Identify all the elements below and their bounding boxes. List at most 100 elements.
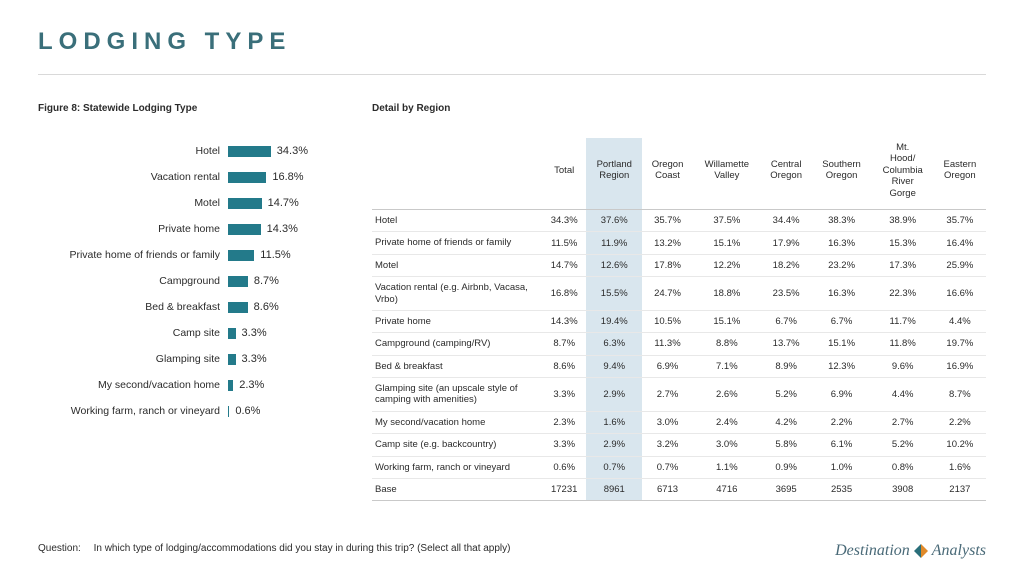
table-cell: 3.2% [642,434,693,456]
table-cell: 2.6% [693,378,761,412]
table-cell: 37.6% [586,209,642,231]
table-cell: 2.9% [586,378,642,412]
bar [228,406,229,417]
brand-word-2: Analysts [932,542,986,560]
bar [228,198,262,209]
table-row: Motel14.7%12.6%17.8%12.2%18.2%23.2%17.3%… [372,254,986,276]
chart-title: Figure 8: Statewide Lodging Type [38,103,348,114]
table-cell: 13.2% [642,232,693,254]
bar-value: 14.3% [267,223,298,235]
bar-label: Campground [38,275,228,287]
bar-value: 8.7% [254,275,279,287]
table-cell: 22.3% [872,277,934,311]
table-cell: 2.2% [812,411,872,433]
table-cell: Glamping site (an upscale style of campi… [372,378,542,412]
table-row: Bed & breakfast8.6%9.4%6.9%7.1%8.9%12.3%… [372,355,986,377]
bar-value: 2.3% [239,379,264,391]
table-row: Base172318961671347163695253539082137 [372,479,986,501]
bar-label: Hotel [38,145,228,157]
table-cell: 6.7% [761,310,812,332]
table-cell: 16.3% [812,232,872,254]
table-cell: 34.3% [542,209,586,231]
bar-track: 3.3% [228,353,308,365]
brand-logo: Destination Analysts [835,542,986,560]
table-cell: 2.2% [934,411,986,433]
table-title: Detail by Region [372,103,986,114]
table-cell: 2535 [812,479,872,501]
bar-label: Bed & breakfast [38,301,228,313]
content: Figure 8: Statewide Lodging Type Hotel34… [0,75,1024,501]
table-header [372,138,542,209]
table-cell: 5.2% [872,434,934,456]
table-cell: Working farm, ranch or vineyard [372,456,542,478]
table-cell: 4716 [693,479,761,501]
table-cell: 1.1% [693,456,761,478]
table-header: EasternOregon [934,138,986,209]
table-cell: 17.8% [642,254,693,276]
bar-value: 14.7% [268,197,299,209]
table-cell: 16.4% [934,232,986,254]
table-cell: 6713 [642,479,693,501]
table-cell: 18.8% [693,277,761,311]
table-header: OregonCoast [642,138,693,209]
table-cell: 10.2% [934,434,986,456]
table-cell: Private home [372,310,542,332]
bar-value: 16.8% [272,171,303,183]
table-cell: 1.6% [934,456,986,478]
table-cell: 16.6% [934,277,986,311]
bar-value: 0.6% [235,405,260,417]
bar-track: 3.3% [228,327,308,339]
table-cell: 15.5% [586,277,642,311]
bar [228,380,233,391]
table-cell: 2137 [934,479,986,501]
bar-label: Motel [38,197,228,209]
table-cell: 11.7% [872,310,934,332]
bar [228,146,271,157]
bar [228,302,248,313]
table-row: My second/vacation home2.3%1.6%3.0%2.4%4… [372,411,986,433]
table-cell: 18.2% [761,254,812,276]
table-cell: Campground (camping/RV) [372,333,542,355]
table-cell: 16.3% [812,277,872,311]
table-cell: 38.3% [812,209,872,231]
table-cell: 12.3% [812,355,872,377]
table-cell: 19.4% [586,310,642,332]
table-row: Hotel34.3%37.6%35.7%37.5%34.4%38.3%38.9%… [372,209,986,231]
table-cell: 2.9% [586,434,642,456]
table-cell: 16.9% [934,355,986,377]
table-row: Glamping site (an upscale style of campi… [372,378,986,412]
table-cell: 8.6% [542,355,586,377]
bar-row: Campground 8.7% [38,268,348,294]
question-line: Question: In which type of lodging/accom… [38,543,510,554]
table-cell: 4.2% [761,411,812,433]
bar [228,276,248,287]
bar [228,250,254,261]
table-row: Campground (camping/RV)8.7%6.3%11.3%8.8%… [372,333,986,355]
table-cell: 14.3% [542,310,586,332]
table-cell: Private home of friends or family [372,232,542,254]
table-cell: 8.9% [761,355,812,377]
table-cell: 11.3% [642,333,693,355]
bar-row: Private home of friends or family11.5% [38,242,348,268]
table-cell: 3.0% [693,434,761,456]
table-cell: 5.8% [761,434,812,456]
page-title: LODGING TYPE [0,0,1024,74]
table-cell: 23.2% [812,254,872,276]
bar-track: 34.3% [228,145,308,157]
table-cell: 0.6% [542,456,586,478]
table-cell: 15.1% [693,310,761,332]
bar-label: Vacation rental [38,171,228,183]
bar [228,354,236,365]
table-row: Private home of friends or family11.5%11… [372,232,986,254]
table-cell: 5.2% [761,378,812,412]
bar-value: 34.3% [277,145,308,157]
bar-track: 11.5% [228,249,308,261]
table-cell: 35.7% [642,209,693,231]
table-row: Vacation rental (e.g. Airbnb, Vacasa, Vr… [372,277,986,311]
bar [228,224,261,235]
bar-row: Bed & breakfast8.6% [38,294,348,320]
table-header: CentralOregon [761,138,812,209]
table-cell: 7.1% [693,355,761,377]
bar-track: 14.3% [228,223,308,235]
bar-row: Working farm, ranch or vineyard0.6% [38,398,348,424]
